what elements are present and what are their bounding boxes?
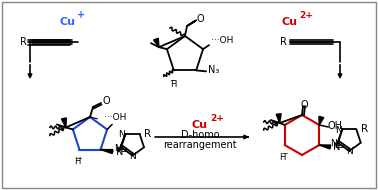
Text: N: N xyxy=(330,139,337,148)
Text: Cu: Cu xyxy=(60,17,76,27)
Text: N: N xyxy=(129,152,136,161)
Text: N: N xyxy=(335,126,342,135)
Text: N: N xyxy=(333,142,341,152)
Text: =: = xyxy=(120,146,128,156)
Text: N₃: N₃ xyxy=(209,65,220,75)
Text: 2+: 2+ xyxy=(210,114,224,123)
Text: +: + xyxy=(77,10,85,20)
Polygon shape xyxy=(101,150,113,154)
Polygon shape xyxy=(276,114,281,123)
Text: =: = xyxy=(336,142,345,152)
Text: R: R xyxy=(20,37,27,47)
Text: H: H xyxy=(279,153,286,162)
Text: OH: OH xyxy=(328,121,343,131)
Polygon shape xyxy=(319,116,324,125)
Text: N: N xyxy=(116,146,123,157)
Text: N: N xyxy=(118,130,125,139)
Text: O: O xyxy=(300,100,308,110)
Text: ···OH: ···OH xyxy=(104,113,126,123)
Text: H: H xyxy=(74,157,81,166)
Text: rearrangement: rearrangement xyxy=(163,140,237,150)
Text: Cu: Cu xyxy=(192,120,208,130)
Text: R: R xyxy=(144,129,151,139)
Text: R: R xyxy=(361,124,368,134)
Polygon shape xyxy=(62,118,66,127)
Polygon shape xyxy=(319,145,331,149)
Polygon shape xyxy=(153,38,159,47)
Text: N: N xyxy=(114,144,121,153)
Text: R: R xyxy=(280,37,287,47)
Text: N: N xyxy=(346,147,353,157)
Text: 2+: 2+ xyxy=(299,11,313,20)
Text: D-homo: D-homo xyxy=(181,130,219,140)
FancyBboxPatch shape xyxy=(2,2,376,188)
Text: O: O xyxy=(102,96,110,106)
Text: ···OH: ···OH xyxy=(211,36,234,45)
Text: O: O xyxy=(196,14,204,24)
Text: Cu: Cu xyxy=(282,17,298,27)
Text: H: H xyxy=(170,80,176,89)
